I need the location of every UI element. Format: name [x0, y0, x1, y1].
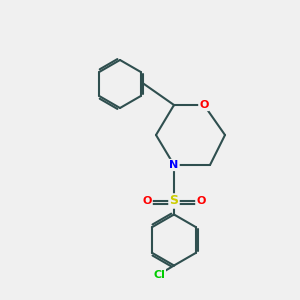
Text: O: O	[196, 196, 206, 206]
Text: O: O	[142, 196, 152, 206]
Text: O: O	[199, 100, 209, 110]
Text: N: N	[169, 160, 178, 170]
Text: S: S	[169, 194, 178, 208]
Text: Cl: Cl	[153, 269, 165, 280]
